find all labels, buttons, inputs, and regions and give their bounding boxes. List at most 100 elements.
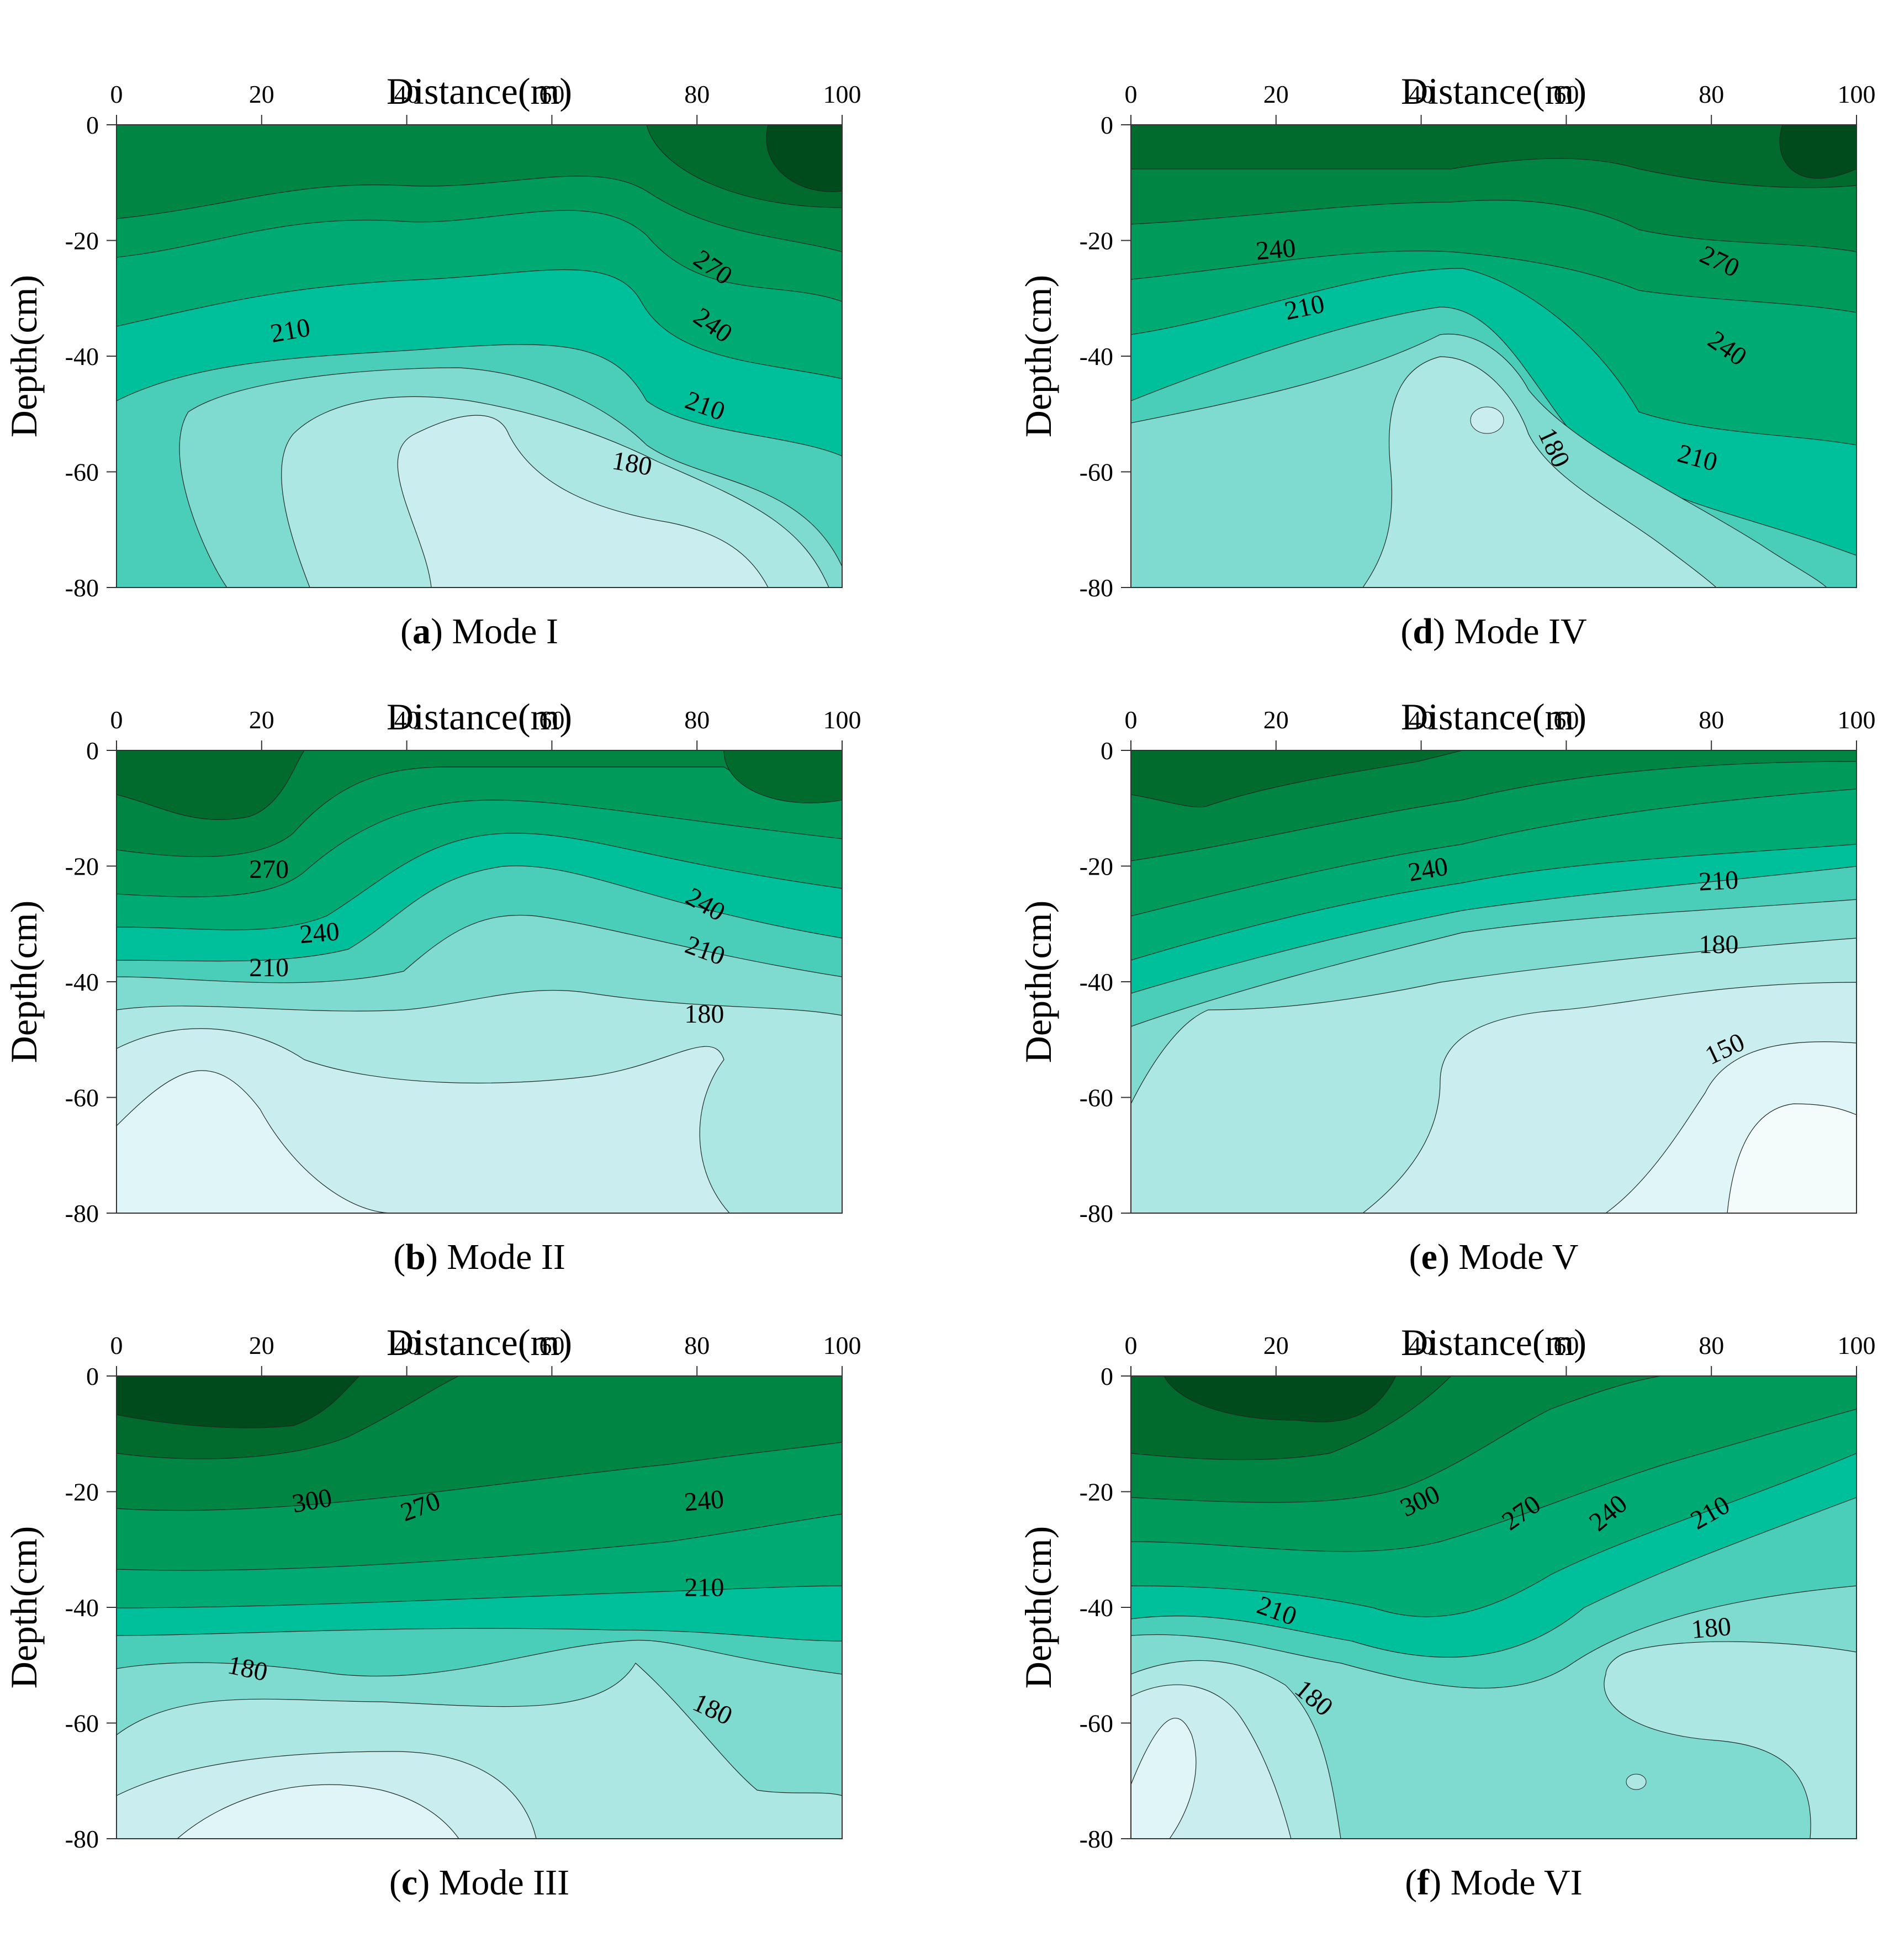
x-tick-label: 40 <box>394 1331 420 1359</box>
x-tick-label: 60 <box>539 1331 564 1359</box>
panel-b: 0 20 40 60 80 100 0-20-40-60-80 2702402102402… <box>3 696 861 1277</box>
x-tick-label: 60 <box>539 80 564 108</box>
contour-label: 180 <box>610 446 654 481</box>
y-axis-title: Depth(cm) <box>3 275 45 438</box>
x-axis-title: Distance(m) <box>1401 1321 1586 1363</box>
x-tick-label: 60 <box>1553 706 1579 734</box>
x-tick-label: 100 <box>823 1331 861 1359</box>
panel-a: 0 20 40 60 80 100 0-20-40-60-80 2702402102101… <box>3 70 861 652</box>
x-tick-label: 60 <box>1553 80 1579 108</box>
y-tick-label: -80 <box>1080 1825 1113 1853</box>
contour-label: 210 <box>268 313 313 348</box>
x-axis: 0 20 40 60 80 100 <box>1125 1331 1876 1377</box>
y-tick-label: -60 <box>65 1084 99 1112</box>
y-tick-label: 0 <box>86 111 99 139</box>
panel-caption-text: Mode VI <box>1451 1862 1583 1903</box>
x-tick-label: 100 <box>1838 80 1876 108</box>
panel-f: 0 20 40 60 80 100 0-20-40-60-80 300 270 240 2102… <box>1017 1321 1876 1903</box>
y-tick-label: -40 <box>1080 968 1113 996</box>
panel-letter: d <box>1413 611 1433 652</box>
y-tick-label: -40 <box>65 1594 99 1622</box>
x-tick-label: 20 <box>249 80 274 108</box>
contour-band-275 <box>1131 125 1857 188</box>
contour-band-140 <box>117 1070 393 1213</box>
y-tick-label: -40 <box>1080 1594 1113 1622</box>
x-tick-label: 80 <box>1699 706 1724 734</box>
y-axis-title: Depth(cm) <box>3 901 45 1063</box>
contour-label: 210 <box>684 1573 724 1602</box>
panel-caption-text: Mode II <box>447 1237 565 1277</box>
y-tick-label: -80 <box>1080 1199 1113 1227</box>
y-tick-label: -80 <box>65 1199 99 1227</box>
panel-caption: (c) Mode III <box>389 1862 569 1903</box>
x-axis-title: Distance(m) <box>387 70 572 112</box>
panel-letter: a <box>412 611 431 652</box>
contour-plot <box>1131 1376 1857 1839</box>
y-axis-title: Depth(cm) <box>1017 901 1059 1063</box>
contour-band-305 <box>117 1376 360 1428</box>
x-axis: 0 20 40 60 80 100 <box>1125 80 1876 125</box>
contour-band-250 <box>117 125 842 252</box>
contour-band-170 <box>1626 1774 1647 1790</box>
contour-band-295 <box>117 750 842 821</box>
panel-letter: c <box>401 1862 417 1903</box>
x-axis-title: Distance(m) <box>387 696 572 738</box>
panel-letter: b <box>405 1237 426 1277</box>
y-tick-label: -40 <box>1080 342 1113 371</box>
contour-label: 240 <box>683 1484 725 1517</box>
x-axis-title: Distance(m) <box>1401 70 1586 112</box>
y-axis-title: Depth(cm) <box>3 1526 45 1689</box>
y-tick-label: -60 <box>65 1710 99 1738</box>
y-axis-title: Depth(cm) <box>1017 1526 1059 1689</box>
contour-label: 240 <box>298 917 340 949</box>
y-axis: 0 -20 -40 -60 -80 <box>65 111 117 602</box>
y-axis: 0 -20 -40 -60 -80 <box>65 737 117 1227</box>
x-tick-label: 40 <box>394 706 420 734</box>
contour-band-280 <box>1131 750 1463 808</box>
panel-c: 0 20 40 60 80 100 0-20-40-60-80 300 270 2402101… <box>3 1321 861 1903</box>
y-tick-label: -40 <box>65 342 99 371</box>
y-axis: 0 -20 -40 -60 -80 <box>1080 1362 1131 1853</box>
y-tick-label: -80 <box>1080 574 1113 602</box>
panel-letter: e <box>1421 1237 1437 1277</box>
x-tick-label: 80 <box>684 1331 710 1359</box>
y-tick-label: 0 <box>1101 1362 1113 1390</box>
y-tick-label: -80 <box>65 1825 99 1853</box>
x-tick-label: 0 <box>1125 706 1138 734</box>
x-tick-label: 80 <box>684 706 710 734</box>
contour-label: 210 <box>249 953 289 982</box>
panel-d: 0 20 40 60 80 100 0-20-40-60-80 2402102702401… <box>1017 70 1876 652</box>
panel-caption: (f) Mode VI <box>1405 1862 1582 1903</box>
panel-caption-text: Mode III <box>439 1862 569 1903</box>
x-tick-label: 80 <box>1699 1331 1724 1359</box>
x-axis-title: Distance(m) <box>387 1321 572 1363</box>
y-tick-label: -20 <box>1080 853 1113 881</box>
y-axis: 0 -20 -40 -60 -80 <box>1080 737 1131 1227</box>
contour-band-170 <box>1362 356 1717 588</box>
x-tick-label: 0 <box>110 80 123 108</box>
y-axis-title: Depth(cm) <box>1017 275 1059 438</box>
contour-plot <box>117 125 842 588</box>
y-tick-label: 0 <box>1101 111 1113 139</box>
y-tick-label: -40 <box>65 968 99 996</box>
y-tick-label: 0 <box>86 1362 99 1390</box>
x-tick-label: 20 <box>1263 80 1289 108</box>
contour-band-140 <box>1131 1718 1197 1839</box>
contour-label: 210 <box>1698 865 1739 897</box>
panel-caption: (b) Mode II <box>393 1237 565 1277</box>
contour-label: 180 <box>1690 1612 1732 1644</box>
contour-label: 240 <box>1406 851 1450 887</box>
x-tick-label: 80 <box>684 80 710 108</box>
y-tick-label: -60 <box>65 458 99 486</box>
x-axis-title: Distance(m) <box>1401 696 1586 738</box>
y-tick-label: -20 <box>65 227 99 255</box>
y-tick-label: -20 <box>65 1478 99 1506</box>
panel-caption: (e) Mode V <box>1409 1237 1579 1277</box>
contour-band-155 <box>397 415 769 588</box>
x-tick-label: 100 <box>1838 706 1876 734</box>
x-tick-label: 80 <box>1699 80 1724 108</box>
y-tick-label: -60 <box>1080 1084 1113 1112</box>
x-axis: 0 20 40 60 80 100 <box>110 80 861 125</box>
x-tick-label: 40 <box>1409 1331 1434 1359</box>
